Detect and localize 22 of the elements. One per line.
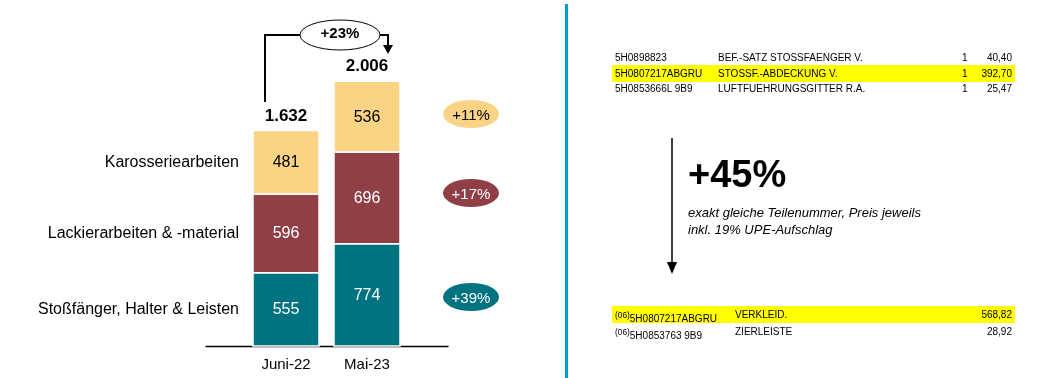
series-label: Lackierarbeiten & -material	[47, 224, 239, 242]
data-label: 536	[353, 107, 381, 125]
text: $^{(06)}$5H0853763 9B9 ZIERLEISTE 28,92	[615, 326, 1012, 342]
text: 5H0898823 BEF.-SATZ STOSSFAENGER V. 1 40,40	[615, 52, 1012, 63]
x-tick-label: Juni-22	[261, 354, 311, 372]
data-label: 774	[353, 285, 381, 303]
text: 5H0853666L 9B9 LUFTFUEHRUNGSGITTER R.A. 1 25,47	[615, 83, 1012, 94]
text: +39%	[443, 283, 499, 311]
text: exakt gleiche Teilenummer, Preis jeweils inkl. 19% UPE-Aufschlag	[688, 204, 922, 238]
text: +45%	[688, 152, 787, 196]
series-label: Stoßfänger, Halter & Leisten	[38, 300, 239, 318]
text: +11%	[443, 100, 499, 128]
x-tick-label: Mai-23	[344, 354, 390, 372]
total-label: 2.006	[345, 56, 389, 76]
series-label: Karosseriearbeiten	[104, 153, 239, 171]
data-label: 481	[272, 153, 300, 171]
total-label: 1.632	[264, 105, 308, 125]
text: +17%	[443, 179, 499, 207]
data-label: 596	[272, 224, 300, 242]
data-label: 696	[353, 188, 381, 206]
text: +23%	[319, 24, 361, 41]
data-label: 555	[272, 300, 300, 318]
